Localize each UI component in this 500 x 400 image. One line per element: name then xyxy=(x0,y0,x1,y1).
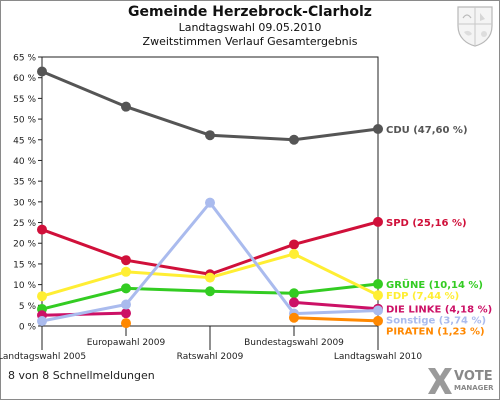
data-point-spd xyxy=(373,216,383,227)
data-point-die-linke xyxy=(289,297,299,308)
series-label-spd: SPD (25,16 %) xyxy=(386,218,467,229)
chart-subtitle-type: Zweitstimmen Verlauf Gesamtergebnis xyxy=(142,35,358,48)
logo-text-vote: VOTE xyxy=(454,369,493,384)
data-point-grüne xyxy=(121,283,131,294)
x-tick-label: Bundestagswahl 2009 xyxy=(244,338,344,348)
data-point-die-linke xyxy=(121,308,131,319)
data-point-spd xyxy=(121,255,131,266)
data-point-spd xyxy=(289,239,299,250)
y-tick-label: 30 % xyxy=(13,198,36,208)
series-line-cdu xyxy=(41,70,379,142)
coat-of-arms-icon xyxy=(457,6,493,47)
data-point-cdu xyxy=(205,130,215,141)
series-line-sonstige xyxy=(41,201,379,323)
data-point-grüne xyxy=(205,286,215,297)
data-point-cdu xyxy=(289,134,299,145)
data-point-sonstige xyxy=(121,299,131,310)
chart-header: Gemeinde Herzebrock-Clarholz Landtagswah… xyxy=(0,4,500,49)
logo-text-manager: MANAGER xyxy=(454,384,494,392)
data-point-fdp xyxy=(37,291,47,302)
y-tick-label: 25 % xyxy=(13,219,36,229)
data-point-fdp xyxy=(289,248,299,259)
series-line-piraten xyxy=(293,316,379,323)
y-tick-label: 20 % xyxy=(13,240,36,250)
x-tick-label: Ratswahl 2009 xyxy=(177,352,244,362)
series-label-cdu: CDU (47,60 %) xyxy=(386,125,468,136)
data-point-piraten xyxy=(289,312,299,323)
data-point-grüne xyxy=(289,288,299,299)
data-point-fdp xyxy=(205,272,215,283)
data-point-grüne xyxy=(373,279,383,290)
plot-area xyxy=(41,56,379,327)
y-tick-label: 5 % xyxy=(19,302,37,312)
data-point-cdu xyxy=(373,124,383,135)
data-point-piraten xyxy=(373,315,383,326)
y-tick-label: 55 % xyxy=(13,95,36,105)
series-line-spd xyxy=(41,220,379,276)
data-point-cdu xyxy=(121,101,131,112)
chart-title: Gemeinde Herzebrock-Clarholz xyxy=(128,4,372,20)
y-tick-label: 0 % xyxy=(19,323,37,333)
y-tick-label: 65 % xyxy=(13,54,36,64)
series-label-fdp: FDP (7,44 %) xyxy=(386,291,459,302)
x-tick-label: Europawahl 2009 xyxy=(87,338,166,348)
data-point-sonstige xyxy=(373,305,383,316)
y-tick-label: 35 % xyxy=(13,178,36,188)
status-text: 8 von 8 Schnellmeldungen xyxy=(8,369,155,382)
series-label-die-linke: DIE LINKE (4,18 %) xyxy=(386,305,492,316)
data-point-fdp xyxy=(373,290,383,301)
series-label-sonstige: Sonstige (3,74 %) xyxy=(386,316,486,327)
x-tick-label: Landtagswahl 2005 xyxy=(0,352,86,362)
series-label-grüne: GRÜNE (10,14 %) xyxy=(386,277,483,291)
x-tick-label: Landtagswahl 2010 xyxy=(334,352,423,362)
data-point-cdu xyxy=(37,66,47,77)
series-line-die-linke xyxy=(293,300,379,311)
y-tick-label: 15 % xyxy=(13,260,36,270)
data-point-sonstige xyxy=(37,316,47,327)
y-tick-label: 40 % xyxy=(13,157,36,167)
y-tick-label: 60 % xyxy=(13,74,36,84)
y-tick-label: 45 % xyxy=(13,136,36,146)
series-label-piraten: PIRATEN (1,23 %) xyxy=(386,327,485,338)
vote-manager-logo: VOTE MANAGER xyxy=(428,368,494,394)
y-tick-label: 50 % xyxy=(13,116,36,126)
chart-subtitle-election: Landtagswahl 09.05.2010 xyxy=(178,21,322,34)
y-tick-label: 10 % xyxy=(13,281,36,291)
data-point-piraten xyxy=(121,318,131,329)
data-point-sonstige xyxy=(205,197,215,208)
data-point-spd xyxy=(37,224,47,235)
data-point-fdp xyxy=(121,266,131,277)
